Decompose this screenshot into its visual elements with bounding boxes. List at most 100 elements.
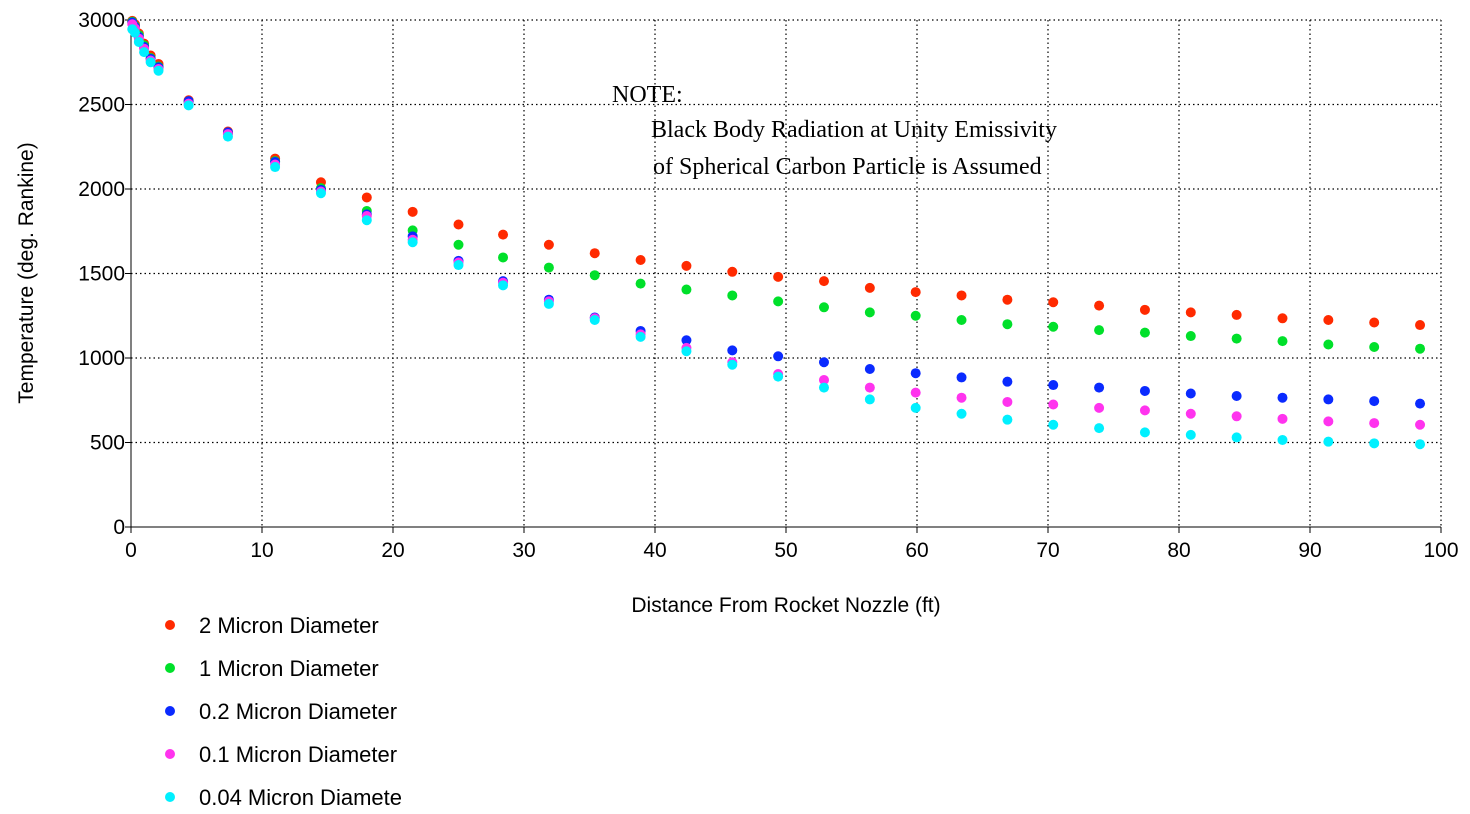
x-tick-label: 90 bbox=[1298, 539, 1321, 562]
data-point bbox=[1185, 331, 1196, 342]
data-point bbox=[139, 47, 150, 58]
x-tick-label: 0 bbox=[125, 539, 137, 562]
data-point bbox=[453, 260, 464, 271]
data-point bbox=[1139, 427, 1150, 438]
data-point bbox=[183, 100, 194, 111]
data-point bbox=[1415, 398, 1426, 409]
data-point bbox=[681, 335, 692, 346]
legend-item: 0.1 Micron Diameter bbox=[165, 742, 397, 767]
legend-label: 0.04 Micron Diamete bbox=[199, 785, 402, 810]
data-point bbox=[910, 368, 921, 379]
legend-marker bbox=[165, 749, 175, 759]
data-point bbox=[1094, 423, 1105, 434]
y-tick-label: 0 bbox=[113, 516, 125, 539]
data-point bbox=[956, 290, 967, 301]
data-point bbox=[1369, 396, 1380, 407]
data-point bbox=[153, 65, 164, 76]
data-point bbox=[1323, 314, 1334, 325]
legend-item: 0.04 Micron Diamete bbox=[165, 785, 402, 810]
data-point bbox=[910, 402, 921, 413]
data-point bbox=[1277, 392, 1288, 403]
x-tick-label: 100 bbox=[1423, 539, 1458, 562]
data-point bbox=[1185, 429, 1196, 440]
x-axis-label: Distance From Rocket Nozzle (ft) bbox=[631, 594, 940, 617]
data-point bbox=[1002, 396, 1013, 407]
data-point bbox=[727, 359, 738, 370]
data-point bbox=[1185, 408, 1196, 419]
legend-marker bbox=[165, 663, 175, 673]
data-point bbox=[727, 290, 738, 301]
data-point bbox=[956, 314, 967, 325]
data-point bbox=[864, 282, 875, 293]
data-point bbox=[773, 296, 784, 307]
data-point bbox=[498, 252, 509, 263]
data-point bbox=[1231, 391, 1242, 402]
data-point bbox=[1048, 297, 1059, 308]
legend-label: 1 Micron Diameter bbox=[199, 656, 379, 681]
data-point bbox=[361, 215, 372, 226]
data-point bbox=[1002, 294, 1013, 305]
data-point bbox=[498, 229, 509, 240]
data-point bbox=[543, 262, 554, 273]
x-tick-label: 50 bbox=[774, 539, 797, 562]
data-point bbox=[1277, 434, 1288, 445]
data-point bbox=[727, 266, 738, 277]
data-point bbox=[1415, 439, 1426, 450]
legend: 2 Micron Diameter 1 Micron Diameter 0.2 Mi… bbox=[165, 613, 402, 810]
data-point bbox=[1369, 438, 1380, 449]
y-tick-label: 1000 bbox=[78, 347, 125, 370]
data-point bbox=[222, 131, 233, 142]
data-point bbox=[1002, 376, 1013, 387]
x-tick-label: 10 bbox=[250, 539, 273, 562]
data-point bbox=[681, 260, 692, 271]
data-point bbox=[133, 36, 144, 47]
data-point bbox=[818, 382, 829, 393]
note-line-2: of Spherical Carbon Particle is Assumed bbox=[653, 154, 1042, 180]
data-point bbox=[864, 307, 875, 318]
data-point bbox=[453, 219, 464, 230]
data-point bbox=[910, 387, 921, 398]
data-point bbox=[1048, 419, 1059, 430]
data-point bbox=[498, 280, 509, 291]
data-point bbox=[864, 382, 875, 393]
data-point bbox=[407, 206, 418, 217]
data-points bbox=[127, 15, 1426, 450]
data-point bbox=[1231, 432, 1242, 443]
y-tick-label: 3000 bbox=[78, 9, 125, 32]
legend-item: 0.2 Micron Diameter bbox=[165, 699, 397, 724]
x-tick-label: 40 bbox=[643, 539, 666, 562]
legend-label: 0.1 Micron Diameter bbox=[199, 742, 397, 767]
data-point bbox=[1323, 436, 1334, 447]
data-point bbox=[1323, 339, 1334, 350]
data-point bbox=[1094, 382, 1105, 393]
data-point bbox=[1415, 343, 1426, 354]
data-point bbox=[1369, 317, 1380, 328]
legend-marker bbox=[165, 620, 175, 630]
x-tick-label: 20 bbox=[381, 539, 404, 562]
legend-marker bbox=[165, 706, 175, 716]
data-point bbox=[1231, 309, 1242, 320]
data-point bbox=[1415, 419, 1426, 430]
data-point bbox=[543, 239, 554, 250]
data-point bbox=[864, 363, 875, 374]
note-line-1: Black Body Radiation at Unity Emissivity bbox=[651, 117, 1057, 143]
data-point bbox=[681, 346, 692, 357]
data-point bbox=[1139, 385, 1150, 396]
data-point bbox=[361, 192, 372, 203]
legend-label: 0.2 Micron Diameter bbox=[199, 699, 397, 724]
data-point bbox=[1094, 300, 1105, 311]
y-tick-label: 2000 bbox=[78, 178, 125, 201]
data-point bbox=[956, 408, 967, 419]
series-5-points bbox=[127, 24, 1426, 450]
legend-label: 2 Micron Diameter bbox=[199, 613, 379, 638]
data-point bbox=[1094, 402, 1105, 413]
data-point bbox=[1048, 380, 1059, 391]
y-tick-label: 1500 bbox=[78, 263, 125, 286]
data-point bbox=[1048, 399, 1059, 410]
data-point bbox=[270, 162, 281, 173]
data-point bbox=[1415, 320, 1426, 331]
data-point bbox=[589, 248, 600, 259]
data-point bbox=[773, 351, 784, 362]
note-annotation: NOTE: Black Body Radiation at Unity Emis… bbox=[612, 82, 1057, 180]
data-point bbox=[1277, 413, 1288, 424]
